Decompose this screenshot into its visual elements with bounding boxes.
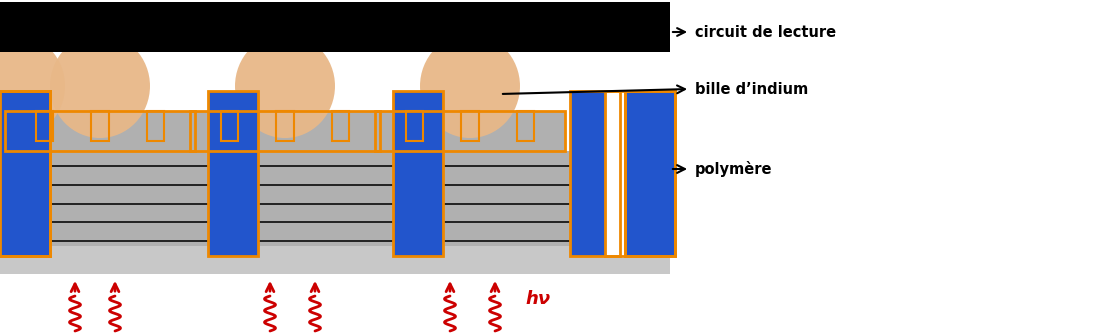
Bar [625, 91, 675, 256]
Bar [147, 111, 163, 141]
Bar [91, 111, 109, 141]
Bar [0, 2, 671, 52]
Bar [570, 91, 620, 256]
Bar [570, 91, 620, 256]
Bar [0, 91, 50, 256]
Bar [625, 91, 675, 256]
Text: hν: hν [525, 290, 550, 308]
Bar [208, 91, 258, 256]
Bar [393, 91, 443, 256]
Bar [375, 111, 565, 151]
Bar [277, 111, 294, 141]
Bar [605, 89, 625, 258]
Bar [4, 111, 195, 151]
Bar [331, 111, 349, 141]
Bar [190, 111, 380, 151]
Bar [0, 246, 671, 274]
Text: bille d’indium: bille d’indium [695, 81, 808, 97]
Bar [393, 91, 443, 256]
Bar [208, 91, 258, 256]
Bar [0, 91, 50, 256]
Text: polymère: polymère [695, 161, 773, 177]
Bar [625, 91, 675, 256]
Bar [517, 111, 534, 141]
Bar [331, 111, 349, 141]
Text: circuit de lecture: circuit de lecture [695, 24, 836, 39]
Bar [91, 111, 109, 141]
Bar [625, 91, 675, 256]
Ellipse shape [420, 34, 520, 138]
Ellipse shape [50, 34, 150, 138]
Bar [406, 111, 424, 141]
Bar [36, 111, 53, 141]
Bar [221, 111, 238, 141]
Bar [221, 111, 238, 141]
Bar [277, 111, 294, 141]
Bar [461, 111, 478, 141]
Bar [0, 151, 671, 246]
Ellipse shape [0, 34, 64, 138]
Bar [0, 91, 50, 256]
Bar [4, 111, 195, 151]
Bar [36, 111, 53, 141]
Bar [517, 111, 534, 141]
Bar [190, 111, 380, 151]
Bar [375, 111, 565, 151]
Bar [147, 111, 163, 141]
Ellipse shape [235, 34, 335, 138]
Bar [461, 111, 478, 141]
Bar [406, 111, 424, 141]
